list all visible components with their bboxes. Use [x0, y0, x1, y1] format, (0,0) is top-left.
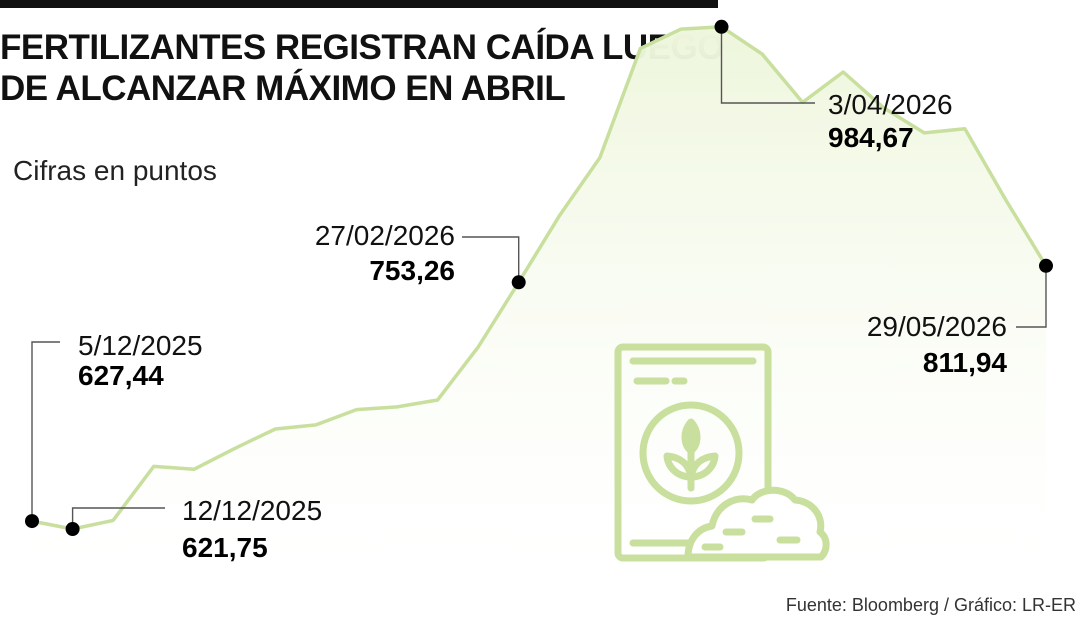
marker-layer [25, 19, 1053, 536]
data-point-marker [65, 522, 80, 536]
annotation-value-label: 753,26 [369, 255, 455, 286]
annotation-value-label: 811,94 [923, 347, 1008, 378]
data-point-marker [511, 275, 526, 290]
annotation-date-label: 5/12/2025 [78, 330, 203, 361]
annotation-leader-line [31, 341, 60, 522]
annotation-29-05-2026: 29/05/2026 811,94 [867, 265, 1047, 378]
annotation-date-label: 12/12/2025 [182, 495, 322, 526]
data-point-marker [25, 514, 39, 529]
series-area [32, 26, 1046, 561]
chart-subtitle: Cifras en puntos [13, 155, 217, 186]
annotation-12-12-2025: 12/12/2025 621,75 [71, 495, 322, 563]
fertilizer-bag-icon [614, 343, 830, 562]
data-point-marker [1039, 258, 1053, 273]
chart-title: FERTILIZANTES REGISTRAN CAÍDA LUEGO DE A… [0, 28, 724, 108]
annotation-value-label: 627,44 [78, 360, 164, 391]
annotation-27-02-2026: 27/02/2026 753,26 [315, 220, 520, 286]
data-point-marker [714, 19, 729, 34]
series-line [30, 25, 1048, 531]
annotation-value-label: 621,75 [182, 532, 268, 563]
annotation-value-label: 984,67 [828, 122, 914, 153]
source-note: Fuente: Bloomberg / Gráfico: LR-ER [785, 595, 1076, 615]
annotation-leader-line [720, 26, 815, 104]
annotation-leader-line [462, 236, 520, 283]
top-rule [0, 0, 718, 8]
annotation-date-label: 3/04/2026 [828, 89, 953, 120]
annotation-layer: 5/12/2025627,4412/12/2025621,7527/02/202… [31, 26, 1047, 563]
annotation-leader-line [1016, 265, 1047, 328]
annotation-date-label: 29/05/2026 [867, 311, 1007, 342]
annotation-date-label: 27/02/2026 [315, 220, 455, 251]
